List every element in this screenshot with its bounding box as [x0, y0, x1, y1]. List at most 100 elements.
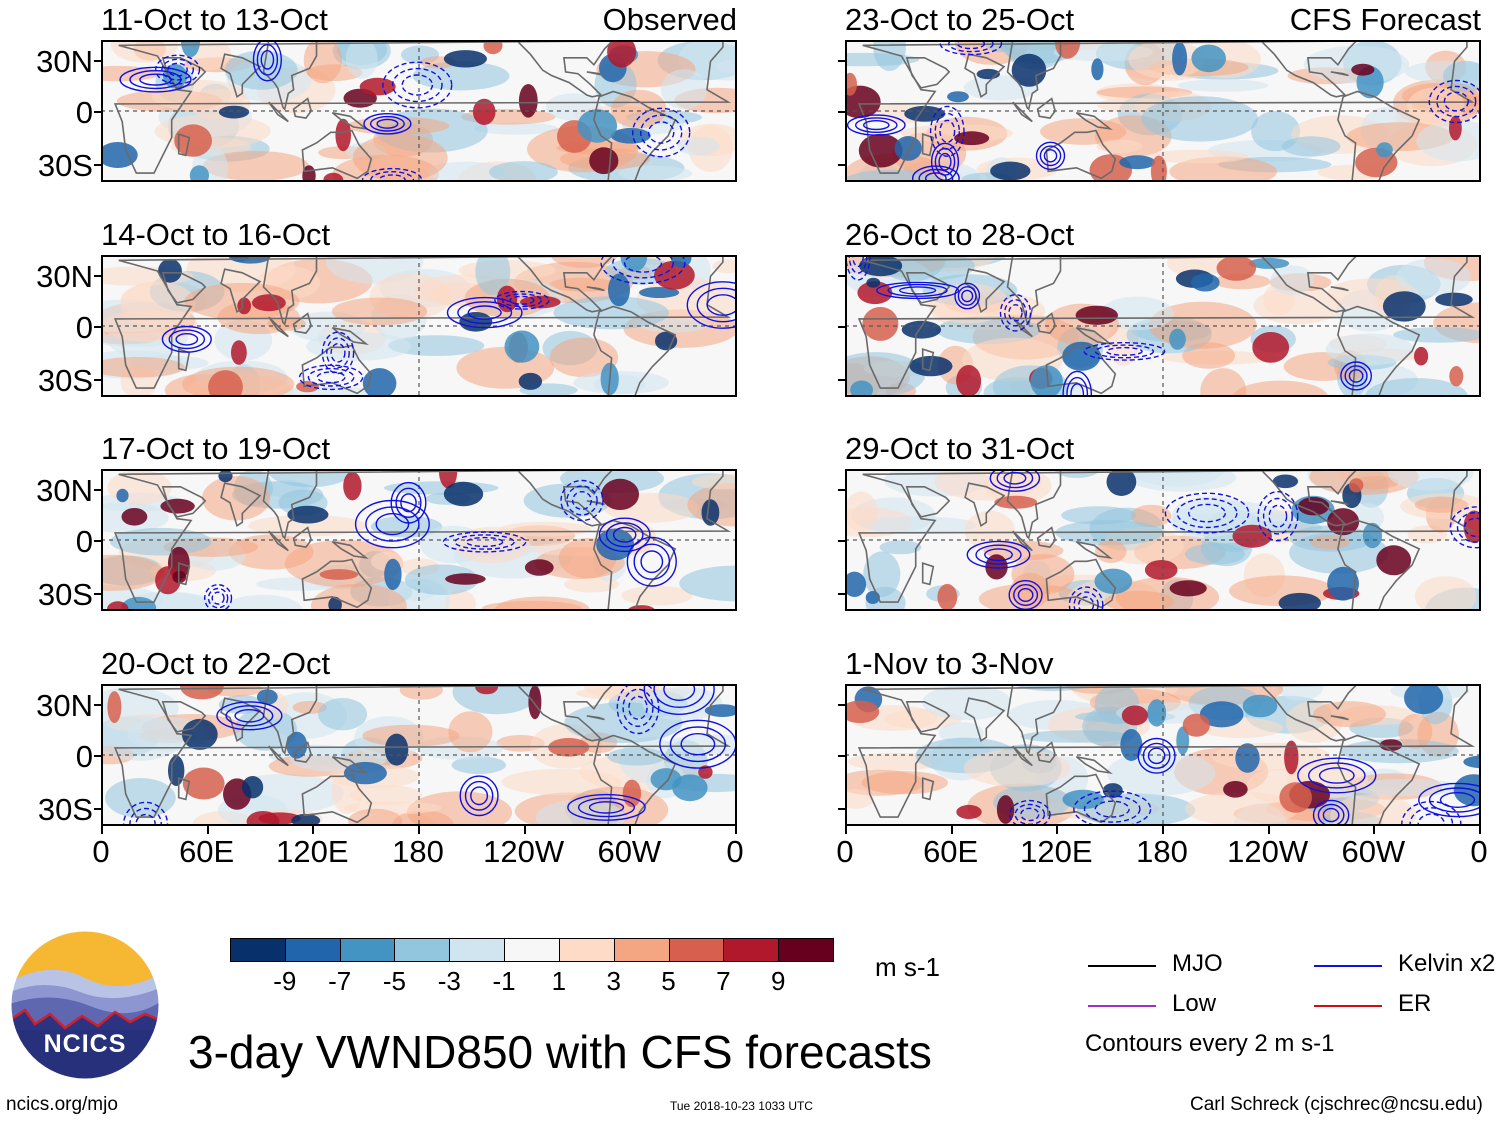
forecast-panel: 26-Oct to 28-Oct	[838, 217, 1481, 397]
colorbar-swatch	[668, 938, 725, 962]
lon-label: 120E	[1020, 834, 1093, 869]
lat-label: 30S	[37, 363, 93, 398]
lat-tick	[94, 111, 101, 113]
lat-label: 30N	[36, 473, 93, 508]
colorbar-label: 7	[716, 966, 731, 996]
lat-tick	[94, 808, 101, 810]
lat-tick	[838, 326, 845, 328]
lon-tick	[735, 826, 737, 834]
lon-tick	[101, 826, 103, 834]
footer-url[interactable]: ncics.org/mjo	[6, 1094, 118, 1115]
colorbar-label: -1	[492, 966, 516, 996]
colorbar-swatch	[778, 938, 834, 962]
lat-tick	[94, 593, 101, 595]
vwnd-map	[845, 469, 1481, 611]
colorbar-swatch	[504, 938, 560, 962]
lon-tick	[950, 826, 953, 834]
lon-tick	[1373, 826, 1376, 834]
lon-label: 60E	[923, 834, 979, 869]
lat-label: 30N	[36, 688, 93, 723]
observed-tag: Observed	[602, 2, 737, 37]
observed-panel: 11-Oct to 13-Oct Observed 30N 0 30S	[36, 2, 737, 182]
lat-tick	[838, 60, 845, 62]
vwnd-map	[101, 684, 737, 826]
lat-label: 30S	[37, 792, 93, 827]
lat-tick	[94, 326, 101, 328]
observed-panel: 17-Oct to 19-Oct 30N 0 30S	[36, 431, 737, 611]
panel-title: 23-Oct to 25-Oct	[845, 2, 1075, 37]
lat-label: 0	[75, 310, 93, 345]
colorbar-swatch	[449, 938, 506, 962]
colorbar-label: -5	[382, 966, 407, 996]
lon-label: 120W	[483, 834, 565, 869]
lat-tick	[94, 275, 101, 277]
lat-label: 0	[75, 524, 93, 559]
vwnd-map	[845, 255, 1481, 397]
lat-tick	[838, 489, 845, 491]
lat-tick	[94, 379, 101, 381]
lat-tick	[838, 593, 845, 595]
lat-tick	[838, 704, 845, 706]
footer-timestamp: Tue 2018-10-23 1033 UTC	[670, 1099, 813, 1113]
lat-tick	[838, 379, 845, 381]
legend-line	[1314, 965, 1382, 967]
lon-label: 60W	[1341, 834, 1406, 869]
lat-label: 30N	[36, 44, 93, 79]
colorbar-swatch	[230, 938, 286, 962]
lon-label: 120W	[1227, 834, 1309, 869]
lon-tick	[523, 826, 526, 834]
vwnd-map	[101, 255, 737, 397]
vwnd-map	[845, 40, 1481, 182]
colorbar-swatch	[613, 938, 670, 962]
legend-line	[1314, 1005, 1382, 1007]
colorbar-swatch	[558, 938, 615, 962]
lon-tick	[629, 826, 632, 834]
colorbar-label: -7	[328, 966, 352, 996]
footer-author: Carl Schreck (cjschrec@ncsu.edu)	[1190, 1094, 1483, 1115]
lon-tick	[1056, 826, 1059, 834]
panel-title: 29-Oct to 31-Oct	[845, 431, 1075, 466]
lon-label: 60E	[179, 834, 235, 869]
legend-label: Kelvin x2	[1398, 950, 1496, 977]
lon-tick	[845, 826, 847, 834]
colorbar-swatch	[723, 938, 780, 962]
colorbar-swatch	[284, 938, 341, 962]
lat-label: 30S	[37, 577, 93, 612]
lat-tick	[94, 489, 101, 491]
legend-label: MJO	[1172, 950, 1223, 977]
legend-label: Low	[1172, 990, 1217, 1017]
lat-label: 30S	[37, 148, 93, 183]
lon-tick	[1479, 826, 1481, 834]
lon-label: 120E	[276, 834, 349, 869]
vwnd-map	[845, 684, 1481, 826]
forecast-panel: 29-Oct to 31-Oct	[838, 431, 1481, 611]
lat-tick	[838, 808, 845, 810]
lon-label: 0	[92, 834, 110, 869]
legend-note: Contours every 2 m s-1	[1085, 1030, 1335, 1057]
lat-tick	[838, 164, 845, 166]
figure-title: 3-day VWND850 with CFS forecasts	[188, 1026, 932, 1078]
lat-tick	[94, 755, 101, 757]
lon-tick	[1267, 826, 1270, 834]
lon-label: 0	[836, 834, 854, 869]
colorbar-label: -9	[273, 966, 297, 996]
panel-title: 26-Oct to 28-Oct	[845, 217, 1075, 252]
lat-tick	[838, 275, 845, 277]
lon-label: 0	[726, 834, 744, 869]
legend-label: ER	[1398, 990, 1432, 1017]
lon-label: 180	[392, 834, 444, 869]
lat-label: 30N	[36, 259, 93, 294]
lat-label: 0	[75, 95, 93, 130]
lon-label: 0	[1470, 834, 1488, 869]
lon-label: 180	[1136, 834, 1188, 869]
lat-tick	[94, 540, 101, 542]
observed-panel: 20-Oct to 22-Oct 30N 0 30S 0 60E 120E 180 120W 60…	[36, 646, 744, 869]
panel-title: 1-Nov to 3-Nov	[845, 646, 1054, 681]
panel-title: 14-Oct to 16-Oct	[101, 217, 331, 252]
lat-tick	[94, 164, 101, 166]
vwnd-map	[101, 40, 737, 182]
colorbar-label: 9	[770, 966, 786, 996]
lon-tick	[312, 826, 315, 834]
lat-tick	[94, 60, 101, 62]
lon-label: 60W	[597, 834, 662, 869]
